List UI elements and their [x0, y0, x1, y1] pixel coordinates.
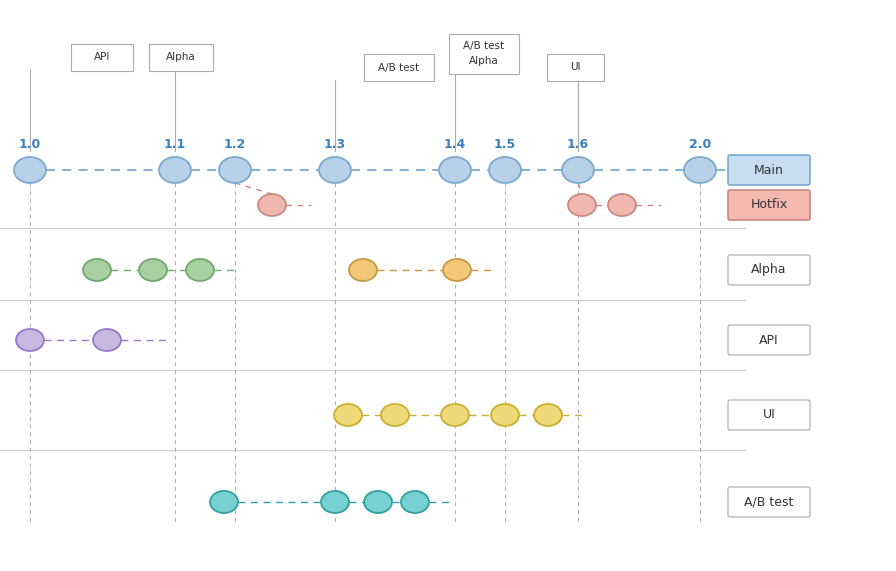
Text: 1.0: 1.0 — [19, 138, 41, 151]
Ellipse shape — [159, 157, 191, 183]
FancyBboxPatch shape — [149, 44, 213, 71]
Ellipse shape — [568, 194, 596, 216]
Text: API: API — [759, 333, 779, 347]
Ellipse shape — [14, 157, 46, 183]
Ellipse shape — [489, 157, 521, 183]
Ellipse shape — [186, 259, 214, 281]
Ellipse shape — [441, 404, 469, 426]
Ellipse shape — [319, 157, 351, 183]
Ellipse shape — [608, 194, 636, 216]
Text: Hotfix: Hotfix — [750, 199, 788, 211]
Ellipse shape — [439, 157, 471, 183]
FancyBboxPatch shape — [71, 44, 133, 71]
Text: Alpha: Alpha — [470, 56, 499, 66]
Text: Alpha: Alpha — [751, 263, 787, 276]
Ellipse shape — [684, 157, 716, 183]
Text: UI: UI — [762, 408, 775, 421]
Text: Alpha: Alpha — [166, 53, 196, 62]
Ellipse shape — [534, 404, 562, 426]
Ellipse shape — [381, 404, 409, 426]
Ellipse shape — [16, 329, 44, 351]
FancyBboxPatch shape — [728, 400, 810, 430]
Text: Main: Main — [754, 163, 784, 176]
Text: 1.3: 1.3 — [324, 138, 346, 151]
Ellipse shape — [219, 157, 251, 183]
Text: 2.0: 2.0 — [689, 138, 711, 151]
Text: UI: UI — [570, 62, 581, 73]
Ellipse shape — [139, 259, 167, 281]
Text: 1.2: 1.2 — [224, 138, 246, 151]
Ellipse shape — [491, 404, 519, 426]
FancyBboxPatch shape — [449, 34, 519, 74]
Ellipse shape — [562, 157, 594, 183]
Ellipse shape — [443, 259, 471, 281]
Ellipse shape — [349, 259, 377, 281]
FancyBboxPatch shape — [364, 54, 434, 81]
Ellipse shape — [93, 329, 121, 351]
Ellipse shape — [258, 194, 286, 216]
FancyBboxPatch shape — [728, 487, 810, 517]
Ellipse shape — [321, 491, 349, 513]
Text: API: API — [94, 53, 110, 62]
Text: 1.1: 1.1 — [164, 138, 186, 151]
Text: 1.4: 1.4 — [444, 138, 466, 151]
Text: 1.5: 1.5 — [494, 138, 516, 151]
Ellipse shape — [210, 491, 238, 513]
FancyBboxPatch shape — [728, 325, 810, 355]
Ellipse shape — [364, 491, 392, 513]
Ellipse shape — [401, 491, 429, 513]
FancyBboxPatch shape — [728, 190, 810, 220]
FancyBboxPatch shape — [728, 255, 810, 285]
Text: 1.6: 1.6 — [567, 138, 589, 151]
Text: A/B test: A/B test — [463, 41, 504, 51]
Ellipse shape — [334, 404, 362, 426]
FancyBboxPatch shape — [547, 54, 604, 81]
Text: A/B test: A/B test — [745, 496, 794, 509]
FancyBboxPatch shape — [728, 155, 810, 185]
Text: A/B test: A/B test — [378, 62, 419, 73]
Ellipse shape — [83, 259, 111, 281]
